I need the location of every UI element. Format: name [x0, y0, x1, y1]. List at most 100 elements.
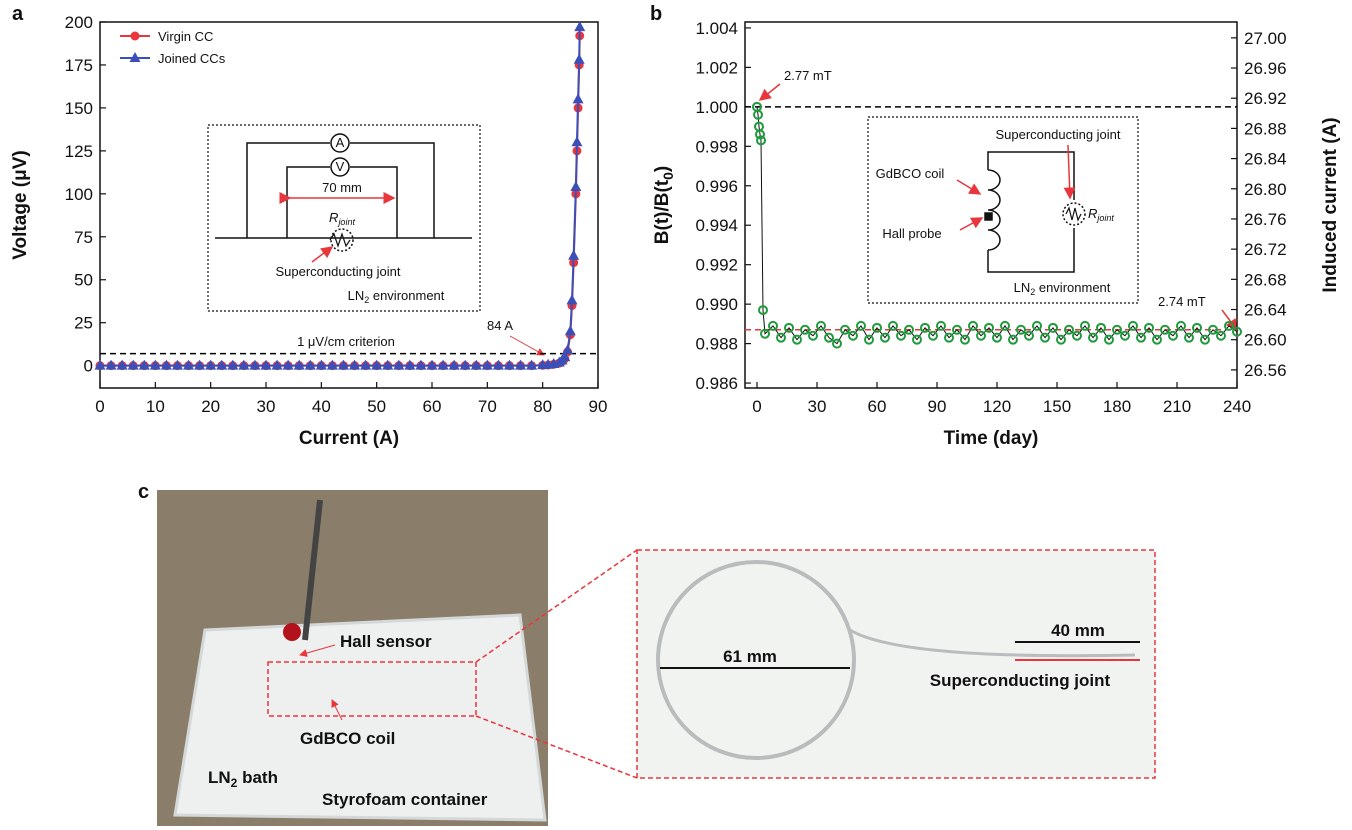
data-point — [1064, 324, 1074, 335]
annotation: 84 A — [487, 318, 513, 333]
data-point — [976, 330, 986, 341]
data-point — [360, 359, 372, 370]
x-tick-label: 60 — [868, 397, 887, 416]
data-point — [758, 305, 768, 316]
stand — [302, 499, 323, 641]
y-axis-title: Voltage (μV) — [10, 150, 31, 259]
data-point — [848, 330, 858, 341]
y-tick-label: 75 — [74, 228, 93, 247]
data-point — [127, 359, 139, 370]
data-point — [337, 359, 349, 370]
data-point — [1104, 334, 1114, 345]
data-point — [304, 359, 316, 370]
y-tick-label: 0.998 — [695, 137, 738, 156]
photo-label: 40 mm — [1051, 621, 1105, 640]
data-point — [1152, 334, 1162, 345]
inset-label: A — [336, 135, 345, 150]
data-point — [282, 359, 294, 370]
data-point — [149, 359, 161, 370]
x-tick-label: 40 — [312, 397, 331, 416]
data-point — [1072, 330, 1082, 341]
y2-axis-title: Induced current (A) — [1320, 117, 1341, 292]
data-point — [896, 330, 906, 341]
y2-tick-label: 26.84 — [1244, 150, 1287, 169]
data-point — [562, 344, 574, 355]
data-point — [1136, 332, 1146, 343]
x-tick-label: 0 — [752, 397, 761, 416]
data-point — [194, 359, 206, 370]
data-point — [559, 351, 571, 362]
data-point — [572, 93, 584, 104]
x-tick-label: 210 — [1163, 397, 1191, 416]
inset-label-sub: joint — [337, 217, 355, 227]
x-tick-label: 180 — [1103, 397, 1131, 416]
y-tick-label: 0.988 — [695, 335, 738, 354]
plot-frame — [744, 21, 1238, 389]
y2-tick-label: 27.00 — [1244, 29, 1287, 48]
data-point — [1088, 332, 1098, 343]
photo-label: Styrofoam container — [322, 790, 488, 809]
y-axis-title-sub: 0 — [660, 172, 676, 180]
data-point — [171, 359, 183, 370]
panel-label: a — [12, 3, 24, 25]
data-point — [1208, 324, 1218, 335]
y-tick-label: 0.990 — [695, 295, 738, 314]
inset-label-part: environment — [1035, 280, 1111, 295]
photo-label: LN2 bath — [208, 768, 278, 790]
container — [173, 613, 547, 822]
inset-label-sub: 2 — [364, 295, 369, 305]
data-point — [824, 332, 834, 343]
x-tick-label: 150 — [1043, 397, 1071, 416]
data-point — [1112, 324, 1122, 335]
data-point — [936, 320, 946, 331]
data-point — [526, 359, 538, 370]
inset-labels: A V 70 mm Rjoint Superconducting joint L… — [275, 135, 545, 356]
x-tick-label: 10 — [146, 397, 165, 416]
y2-tick-label: 26.76 — [1244, 210, 1287, 229]
data-point — [768, 320, 778, 331]
data-point — [1144, 322, 1154, 333]
series-trace — [756, 106, 1238, 345]
inset-labels: Superconducting joint GdBCO coil Hall pr… — [784, 68, 1206, 309]
data-point — [503, 359, 515, 370]
x-tick-label: 80 — [533, 397, 552, 416]
photo-label-part: bath — [237, 768, 278, 787]
y2-tick-label: 26.96 — [1244, 59, 1287, 78]
data-point — [404, 359, 416, 370]
data-point — [1224, 320, 1234, 331]
data-point — [1168, 330, 1178, 341]
data-point — [1232, 326, 1242, 337]
inset-label-part: LN — [1014, 280, 1031, 295]
data-point — [792, 334, 802, 345]
data-point — [1096, 322, 1106, 333]
inset-label: Rjoint — [329, 210, 355, 227]
y-axis-title: B(t)/B(t0) — [652, 166, 676, 244]
data-point — [415, 359, 427, 370]
y-tick-label: 0.986 — [695, 374, 738, 393]
series-line — [100, 27, 581, 367]
data-point — [426, 359, 438, 370]
legend-marker — [130, 31, 140, 41]
data-point — [94, 359, 106, 370]
y2-tick-label: 26.64 — [1244, 301, 1287, 320]
data-point — [481, 359, 493, 370]
inset-label: LN2 environment — [1014, 280, 1111, 297]
data-point — [437, 359, 449, 370]
x-tick-label: 70 — [478, 397, 497, 416]
data-point — [944, 332, 954, 343]
data-point — [904, 324, 914, 335]
photo-panel: Hall sensor GdBCO coil LN2 bath Styrofoa… — [157, 490, 1156, 826]
data-point — [1040, 332, 1050, 343]
zoom-line — [475, 715, 638, 779]
data-point — [574, 21, 586, 32]
annotation-arrow — [331, 699, 343, 721]
inset-label: GdBCO coil — [876, 166, 945, 181]
data-point — [260, 359, 272, 370]
data-point — [1176, 320, 1186, 331]
data-point — [753, 109, 763, 120]
data-point — [205, 359, 217, 370]
y-tick-label: 0 — [84, 357, 93, 376]
data-point — [1024, 330, 1034, 341]
inset-label: V — [336, 159, 345, 174]
